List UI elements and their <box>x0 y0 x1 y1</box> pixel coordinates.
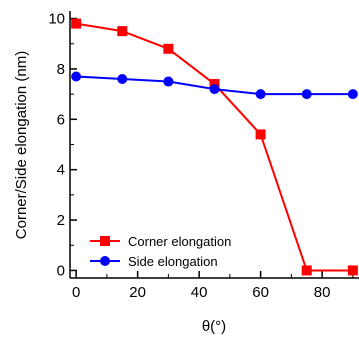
data-point-square <box>347 265 358 276</box>
data-point-circle <box>301 89 312 100</box>
legend-label: Side elongation <box>128 254 218 269</box>
x-tick-label: 20 <box>129 284 146 301</box>
data-point-circle <box>209 84 220 95</box>
data-point-circle <box>163 76 174 87</box>
y-tick-label: 4 <box>57 162 65 179</box>
data-point-square <box>209 79 220 90</box>
data-point-square <box>117 26 128 37</box>
y-tick-label: 2 <box>57 212 65 229</box>
y-tick-label: 8 <box>57 61 65 78</box>
legend-marker-square <box>100 236 110 246</box>
x-tick-label: 80 <box>314 284 331 301</box>
y-tick-label: 0 <box>57 262 65 279</box>
y-tick-label: 6 <box>57 111 65 128</box>
data-point-circle <box>255 89 266 100</box>
plot-area: 0 2 4 6 8 10 0 20 40 60 80 <box>48 11 359 301</box>
x-tick-label: 0 <box>72 284 80 301</box>
data-point-circle <box>347 89 358 100</box>
x-axis-title: θ(°) <box>202 318 226 335</box>
data-point-square <box>301 265 312 276</box>
data-point-square <box>255 129 266 140</box>
legend: Corner elongation Side elongation <box>90 234 231 269</box>
legend-marker-circle <box>100 256 110 266</box>
legend-label: Corner elongation <box>128 234 231 249</box>
x-tick-label: 40 <box>191 284 208 301</box>
data-point-square <box>71 18 82 29</box>
data-point-circle <box>71 71 82 82</box>
y-axis-title: Corner/Side elongation (nm) <box>13 51 30 239</box>
data-point-circle <box>117 74 128 85</box>
y-tick-label: 10 <box>48 11 65 28</box>
data-point-square <box>163 43 174 54</box>
x-tick-label: 60 <box>252 284 269 301</box>
